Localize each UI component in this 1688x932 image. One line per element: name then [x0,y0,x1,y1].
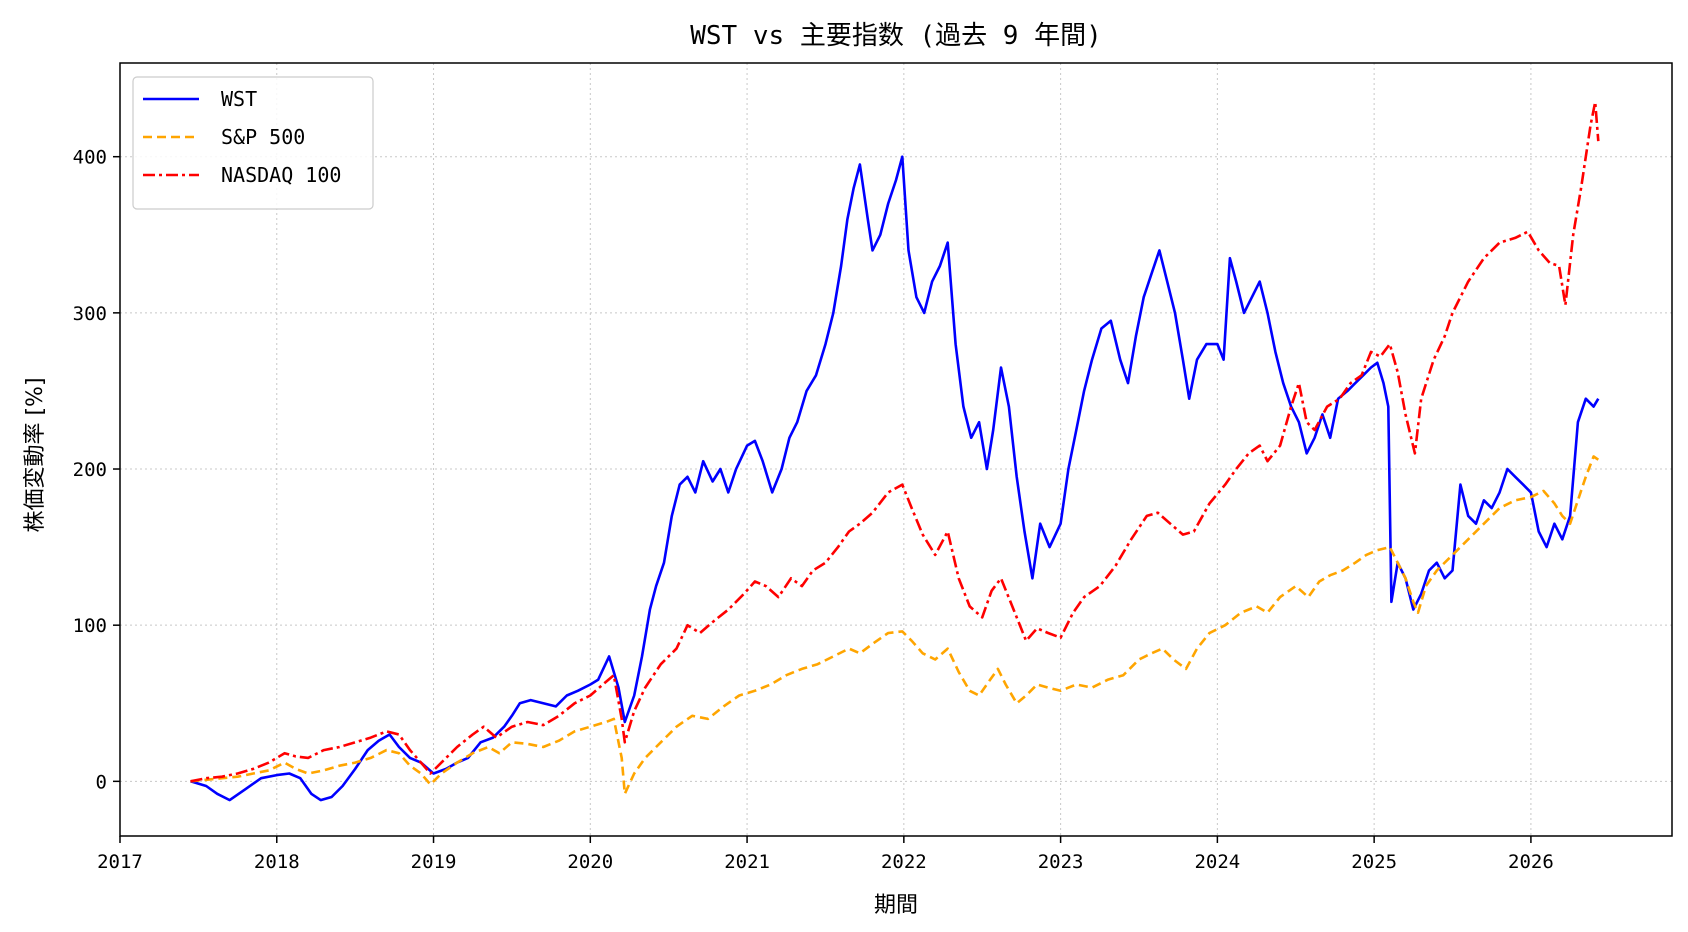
series-line-s-p-500 [190,455,1600,796]
x-tick-label: 2017 [97,851,143,873]
plot-frame [119,62,1673,837]
x-tick-label: 2025 [1351,851,1397,873]
x-tick-label: 2021 [724,851,770,873]
series-lines [190,100,1600,802]
y-axis-ticks: 0 100 200 300 400 [73,147,120,793]
legend-label: WST [221,87,257,111]
x-tick-label: 2018 [254,851,300,873]
y-tick-label: 0 [96,771,107,793]
legend: WST S&P 500 NASDAQ 100 [132,76,374,210]
y-axis-label: 株価変動率 [%] [23,377,48,532]
chart-title: WST vs 主要指数 (過去 9 年間) [690,21,1102,51]
series-line-nasdaq-100 [190,100,1600,783]
y-tick-label: 300 [73,303,107,325]
y-tick-label: 200 [73,459,107,481]
x-tick-label: 2023 [1038,851,1084,873]
x-tick-label: 2019 [411,851,457,873]
x-tick-label: 2020 [567,851,613,873]
legend-label: NASDAQ 100 [221,163,341,187]
series-line-wst [190,155,1600,802]
x-axis-label: 期間 [874,893,918,918]
x-tick-label: 2022 [881,851,927,873]
x-tick-label: 2026 [1508,851,1554,873]
legend-label: S&P 500 [221,125,305,149]
y-tick-label: 100 [73,615,107,637]
x-axis-ticks: 2017 2018 2019 2020 2021 2022 2023 2024 2025 2026 [97,836,1554,873]
y-tick-label: 400 [73,147,107,169]
x-tick-label: 2024 [1194,851,1240,873]
